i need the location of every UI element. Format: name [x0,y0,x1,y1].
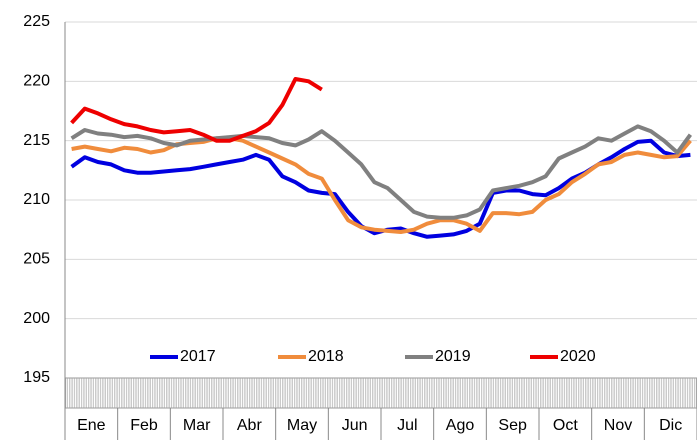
y-tick-label: 220 [23,73,50,90]
series-line [70,124,693,220]
x-tick-label: Ene [77,417,106,434]
x-tick-label: Mar [183,417,211,434]
series-line [70,138,691,239]
x-tick-label: Ago [446,417,475,434]
y-tick-label: 225 [23,13,50,30]
x-tick-label: Sep [498,417,527,434]
x-tick-label: Jul [397,417,417,434]
x-tick-label: Oct [553,417,578,434]
legend-label: 2017 [180,348,216,365]
legend-label: 2020 [560,348,596,365]
legend-label: 2018 [308,348,344,365]
y-tick-label: 210 [23,191,50,208]
x-tick-label: Nov [604,417,632,434]
y-tick-label: 205 [23,251,50,268]
x-tick-label: Abr [237,417,263,434]
x-tick-label: Feb [130,417,158,434]
legend-label: 2019 [435,348,471,365]
x-tick-label: May [287,417,317,434]
y-tick-label: 215 [23,132,50,149]
y-tick-label: 200 [23,310,50,327]
x-tick-label: Dic [659,417,682,434]
series-line [70,77,323,143]
x-tick-label: Jun [342,417,368,434]
y-tick-label: 195 [23,369,50,386]
